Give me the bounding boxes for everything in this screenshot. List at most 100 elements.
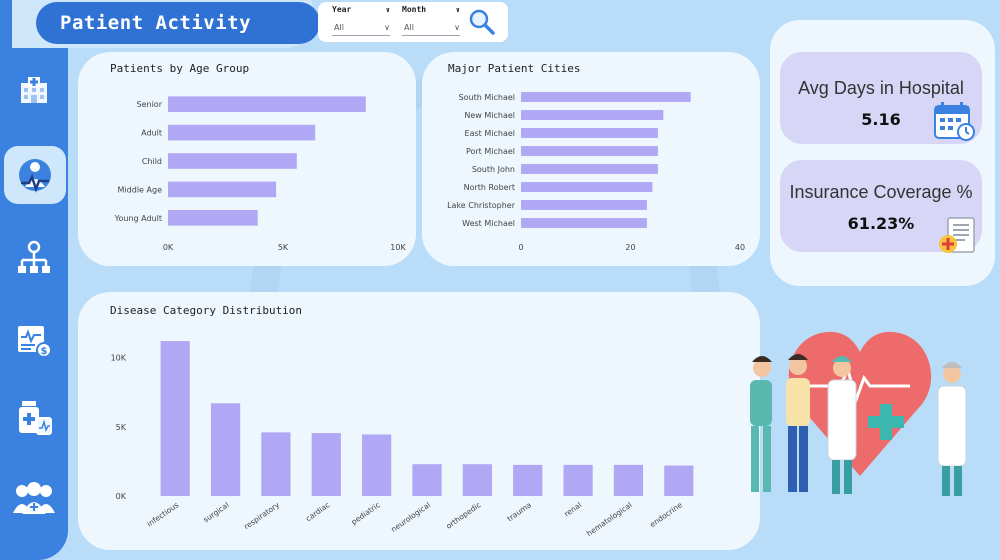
chevron-down-icon[interactable]: ∨ — [385, 5, 390, 14]
age-bar — [168, 124, 316, 141]
city-bar — [521, 182, 653, 192]
medicine-icon — [19, 401, 52, 435]
chevron-down-icon[interactable]: ∨ — [455, 5, 460, 14]
disease-bar — [563, 464, 593, 496]
age-bar — [168, 96, 366, 113]
age-category-label: Child — [142, 157, 162, 166]
age-tick-label: 0K — [163, 243, 174, 252]
disease-y-tick-label: 5K — [116, 423, 127, 432]
insurance-document-icon — [939, 217, 975, 253]
disease-category-label: infectious — [145, 500, 180, 528]
sidebar: $ — [0, 0, 68, 560]
search-icon[interactable] — [468, 8, 496, 36]
age-group-chart: Senior Adult Child Middle Age Young Adult 0K 5… — [114, 96, 406, 252]
city-bar — [521, 146, 658, 156]
city-category-label: West Michael — [462, 219, 515, 228]
city-category-label: South John — [472, 165, 515, 174]
age-group-card: Patients by Age Group Senior Adult Child Mi… — [78, 52, 416, 266]
disease-bar — [311, 433, 341, 496]
month-dropdown[interactable]: All ∨ — [402, 20, 460, 36]
disease-category-label: pediatric — [350, 500, 382, 526]
disease-bar — [412, 464, 442, 496]
month-slicer[interactable]: Month ∨ All ∨ — [402, 5, 460, 36]
city-bar — [521, 218, 647, 228]
nav-org-chart[interactable] — [8, 232, 60, 284]
disease-bar — [462, 464, 492, 496]
patient-activity-icon — [19, 159, 51, 193]
city-category-label: South Michael — [459, 93, 515, 102]
city-category-label: New Michael — [464, 111, 515, 120]
city-category-label: North Robert — [464, 183, 515, 192]
age-category-label: Young Adult — [114, 214, 162, 223]
title-bar: Patient Activity — [12, 0, 320, 48]
month-value: All — [404, 23, 414, 32]
disease-bar — [362, 434, 392, 496]
city-bar — [521, 128, 658, 138]
title-pill: Patient Activity — [36, 2, 320, 44]
disease-bar — [513, 464, 543, 496]
disease-category-label: renal — [563, 500, 584, 518]
year-slicer-label: Year — [332, 5, 352, 14]
nav-medical-team[interactable] — [8, 472, 60, 524]
age-chart-title: Patients by Age Group — [110, 62, 250, 75]
age-category-label: Middle Age — [118, 185, 163, 194]
age-tick-label: 5K — [278, 243, 289, 252]
disease-category-label: endocrine — [648, 500, 684, 529]
chevron-down-icon: ∨ — [384, 23, 390, 32]
nav-billing-report[interactable]: $ — [8, 314, 60, 366]
age-bar — [168, 209, 258, 226]
medical-team-illustration — [750, 331, 967, 496]
avg-days-card: Avg Days in Hospital 5.16 — [780, 52, 982, 144]
city-bar — [521, 164, 658, 174]
disease-bar — [160, 341, 190, 496]
disease-category-label: surgical — [202, 500, 231, 524]
insurance-value: 61.23% — [847, 214, 915, 233]
city-category-label: Port Michael — [466, 147, 515, 156]
calendar-icon — [934, 102, 975, 141]
disease-bar — [613, 464, 644, 496]
disease-category-label: neurological — [389, 500, 432, 534]
city-category-label: East Michael — [465, 129, 515, 138]
age-category-label: Adult — [141, 129, 162, 138]
insurance-label: Insurance Coverage % — [789, 182, 973, 202]
nav-hospital[interactable] — [8, 64, 60, 116]
avg-days-label: Avg Days in Hospital — [798, 78, 964, 98]
city-bar — [521, 200, 647, 210]
age-bar — [168, 181, 277, 198]
disease-y-tick-label: 0K — [116, 492, 127, 501]
disease-category-label: cardiac — [304, 500, 331, 523]
filter-panel: Year ∨ All ∨ Month ∨ All ∨ — [318, 2, 508, 42]
nav-medicine[interactable] — [8, 392, 60, 444]
disease-category-label: respiratory — [242, 500, 281, 531]
year-dropdown[interactable]: All ∨ — [332, 20, 390, 36]
city-bar — [521, 92, 691, 102]
disease-bar — [261, 432, 291, 496]
month-slicer-label: Month — [402, 5, 427, 14]
disease-category-label: hematological — [585, 500, 634, 538]
disease-bar — [210, 403, 241, 496]
year-slicer[interactable]: Year ∨ All ∨ — [332, 5, 390, 36]
city-tick-label: 40 — [735, 243, 745, 252]
kpi-panel: Avg Days in Hospital 5.16 Insurance Cove… — [770, 20, 995, 286]
disease-chart: 0K 5K 10K infectious surgical respiratory card… — [111, 341, 694, 538]
svg-text:$: $ — [41, 346, 48, 357]
city-tick-label: 20 — [625, 243, 635, 252]
age-tick-label: 10K — [390, 243, 406, 252]
disease-bar — [664, 465, 694, 496]
cities-card: Major Patient Cities South Michael New Mi… — [422, 52, 760, 266]
insurance-card: Insurance Coverage % 61.23% — [780, 160, 982, 253]
disease-y-tick-label: 10K — [111, 354, 127, 363]
age-bar — [168, 153, 297, 169]
cities-chart-title: Major Patient Cities — [448, 62, 581, 75]
disease-category-label: orthopedic — [444, 500, 482, 530]
medical-team-icon — [13, 482, 55, 514]
disease-card: Disease Category Distribution 0K 5K 10K inf… — [78, 292, 760, 550]
city-category-label: Lake Christopher — [447, 201, 516, 210]
chevron-down-icon: ∨ — [454, 23, 460, 32]
city-bar — [521, 110, 664, 120]
nav-patient-activity[interactable] — [4, 146, 66, 204]
disease-chart-title: Disease Category Distribution — [110, 304, 303, 317]
billing-report-icon: $ — [18, 326, 52, 358]
cities-chart: South Michael New Michael East Michael Port… — [447, 92, 745, 252]
city-tick-label: 0 — [518, 243, 523, 252]
